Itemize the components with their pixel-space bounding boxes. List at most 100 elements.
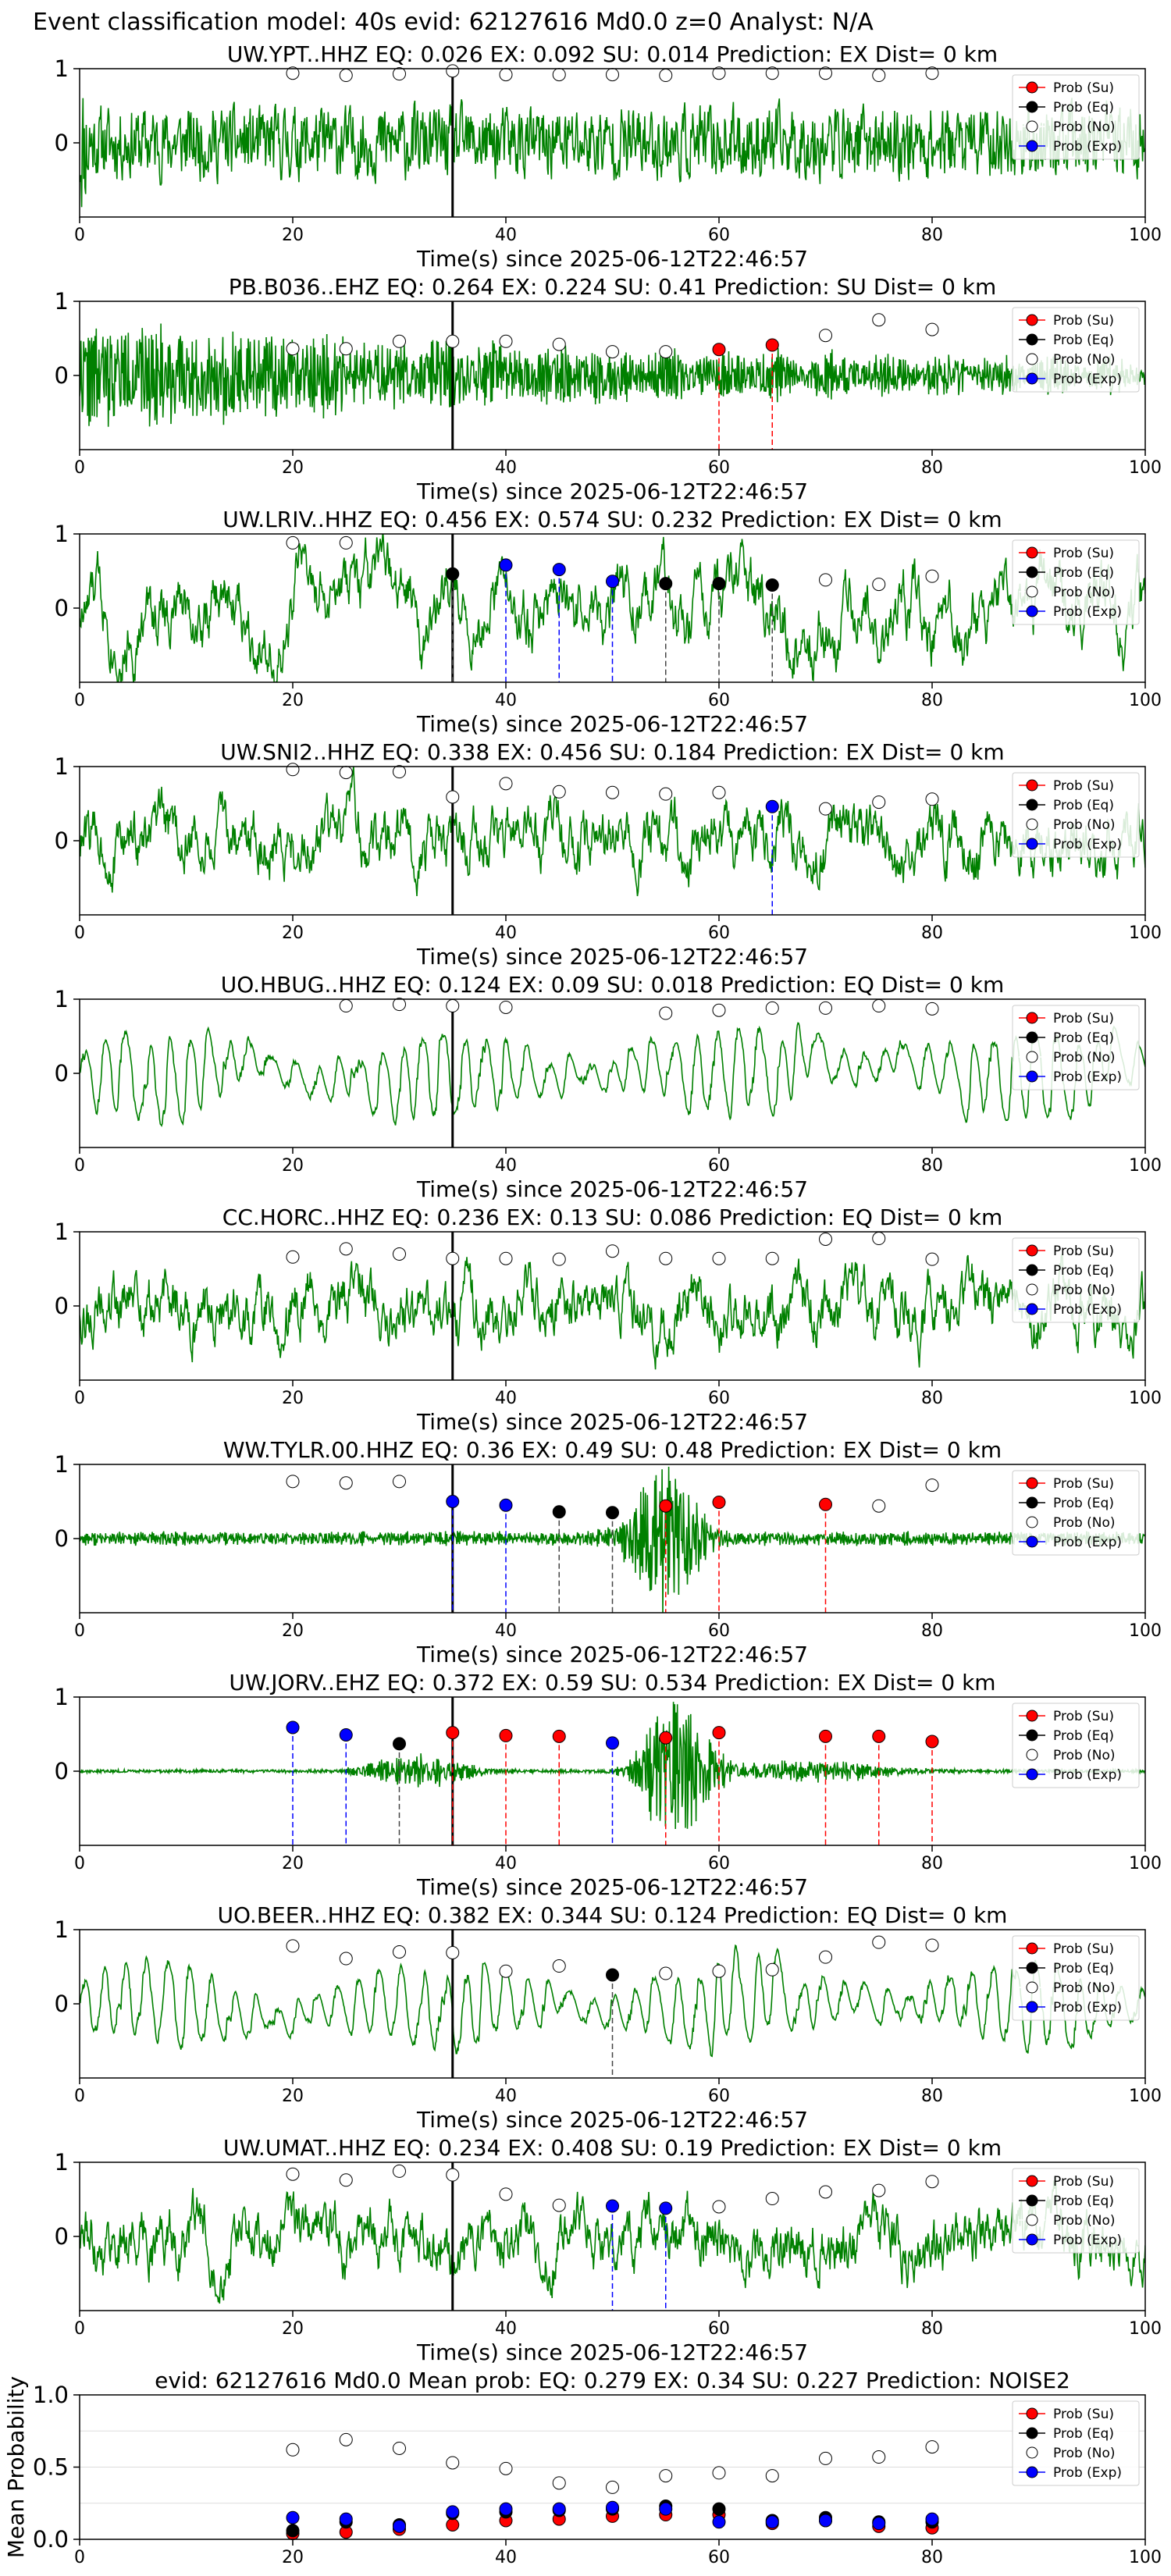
legend-label: Prob (No) — [1053, 2213, 1116, 2229]
prob-marker-no — [339, 69, 353, 83]
legend-marker — [1026, 1070, 1038, 1083]
prob-marker-su — [712, 1495, 726, 1509]
prob-marker-no — [286, 1939, 300, 1953]
x-tick-label: 20 — [282, 691, 304, 710]
x-axis-label: Time(s) since 2025-06-12T22:46:57 — [416, 479, 808, 504]
mean-prob-marker-exp — [765, 2515, 779, 2529]
x-tick-label: 0 — [74, 2548, 85, 2567]
legend-marker — [1026, 1012, 1038, 1024]
legend-label: Prob (Eq) — [1053, 798, 1114, 813]
legend-marker — [1026, 838, 1038, 850]
prob-marker-no — [606, 785, 619, 799]
prob-marker-exp — [606, 1736, 619, 1750]
x-tick-label: 100 — [1129, 226, 1162, 245]
legend-marker — [1026, 1981, 1038, 1994]
prob-marker-no — [446, 1945, 460, 1959]
legend-marker — [1026, 585, 1038, 598]
prob-marker-no — [925, 66, 939, 80]
y-tick-label: 0 — [55, 2223, 69, 2250]
prob-marker-no — [712, 1964, 726, 1978]
legend-marker — [1026, 2466, 1038, 2478]
x-tick-label: 60 — [708, 691, 730, 710]
mean-prob-marker-su — [446, 2518, 460, 2532]
x-axis-label: Time(s) since 2025-06-12T22:46:57 — [416, 246, 808, 272]
x-tick-label: 0 — [74, 2319, 85, 2339]
legend-label: Prob (No) — [1053, 1515, 1116, 1531]
x-tick-label: 0 — [74, 1621, 85, 1641]
legend-box — [1012, 1005, 1140, 1091]
x-tick-label: 0 — [74, 226, 85, 245]
x-tick-label: 100 — [1129, 2087, 1162, 2106]
x-tick-label: 20 — [282, 1854, 304, 1873]
prob-marker-no — [339, 1952, 353, 1966]
chart-panel: UO.BEER..HHZ EQ: 0.382 EX: 0.344 SU: 0.1… — [55, 1902, 1162, 2133]
legend-label: Prob (Eq) — [1053, 100, 1114, 116]
panel-title: UW.YPT..HHZ EQ: 0.026 EX: 0.092 SU: 0.01… — [227, 41, 998, 67]
chart-panel: UW.JORV..EHZ EQ: 0.372 EX: 0.59 SU: 0.53… — [55, 1670, 1162, 1900]
prob-marker-su — [819, 1497, 832, 1511]
prob-marker-no — [393, 765, 406, 779]
legend-label: Prob (Exp) — [1053, 1767, 1122, 1783]
chart-panel: UW.YPT..HHZ EQ: 0.026 EX: 0.092 SU: 0.01… — [55, 41, 1162, 272]
x-tick-label: 40 — [495, 226, 517, 245]
prob-marker-no — [286, 1475, 300, 1489]
prob-marker-no — [872, 795, 886, 809]
prob-marker-no — [446, 1251, 460, 1265]
x-tick-label: 80 — [921, 1854, 943, 1873]
prob-marker-su — [712, 1726, 726, 1740]
chart-panel: UW.LRIV..HHZ EQ: 0.456 EX: 0.574 SU: 0.2… — [55, 507, 1162, 737]
legend-marker — [1026, 101, 1038, 113]
prob-marker-no — [499, 334, 513, 348]
legend-label: Prob (Su) — [1053, 1011, 1114, 1026]
panel-title: WW.TYLR.00.HHZ EQ: 0.36 EX: 0.49 SU: 0.4… — [223, 1437, 1002, 1463]
legend-label: Prob (Exp) — [1053, 837, 1122, 852]
legend-marker — [1026, 120, 1038, 133]
legend-label: Prob (Exp) — [1053, 2233, 1122, 2248]
x-tick-label: 40 — [495, 691, 517, 710]
y-tick-label: 0 — [55, 1758, 69, 1784]
prob-marker-su — [872, 1729, 886, 1743]
chart-panel: UW.SNI2..HHZ EQ: 0.338 EX: 0.456 SU: 0.1… — [55, 739, 1162, 970]
legend-marker — [1026, 1535, 1038, 1548]
legend-label: Prob (Exp) — [1053, 1302, 1122, 1318]
y-tick-label: 0 — [55, 1293, 69, 1319]
prob-marker-exp — [659, 2201, 673, 2215]
x-tick-label: 80 — [921, 2548, 943, 2567]
prob-marker-no — [286, 1250, 300, 1264]
legend-label: Prob (Su) — [1053, 546, 1114, 561]
prob-marker-no — [872, 1499, 886, 1513]
legend-marker — [1026, 1942, 1038, 1955]
chart-panel: PB.B036..EHZ EQ: 0.264 EX: 0.224 SU: 0.4… — [55, 274, 1162, 504]
legend-label: Prob (Su) — [1053, 2174, 1114, 2190]
legend-box — [1012, 1703, 1140, 1788]
x-tick-label: 60 — [708, 1854, 730, 1873]
prob-marker-su — [925, 1735, 939, 1749]
prob-marker-no — [393, 1247, 406, 1261]
legend-marker — [1026, 1303, 1038, 1315]
legend-box — [1012, 307, 1140, 393]
panel-title: UW.JORV..EHZ EQ: 0.372 EX: 0.59 SU: 0.53… — [229, 1670, 995, 1695]
legend-label: Prob (Su) — [1053, 2407, 1114, 2422]
mean-prob-marker-no — [339, 2432, 353, 2446]
mean-prob-marker-exp — [659, 2502, 673, 2516]
prob-marker-no — [499, 1964, 513, 1978]
mean-prob-marker-no — [552, 2476, 566, 2490]
legend-label: Prob (Exp) — [1053, 2465, 1122, 2481]
x-tick-label: 40 — [495, 2319, 517, 2339]
waveform-trace — [80, 534, 1145, 682]
legend: Prob (Su) Prob (Eq) Prob (No) Prob (Exp) — [1012, 2400, 1140, 2486]
legend: Prob (Su) Prob (Eq) Prob (No) Prob (Exp) — [1012, 1237, 1140, 1323]
waveform-trace — [80, 767, 1145, 897]
x-tick-label: 20 — [282, 2548, 304, 2567]
legend-label: Prob (Eq) — [1053, 1496, 1114, 1511]
legend: Prob (Su) Prob (Eq) Prob (No) Prob (Exp) — [1012, 772, 1140, 858]
prob-marker-eq — [659, 577, 673, 591]
legend-label: Prob (Exp) — [1053, 604, 1122, 620]
x-tick-label: 80 — [921, 226, 943, 245]
legend-marker — [1026, 1244, 1038, 1257]
panel-title: UW.LRIV..HHZ EQ: 0.456 EX: 0.574 SU: 0.2… — [222, 507, 1002, 532]
legend-label: Prob (Eq) — [1053, 1263, 1114, 1279]
prob-marker-su — [659, 1731, 673, 1745]
y-tick-label: 0 — [55, 1991, 69, 2017]
mean-prob-marker-no — [659, 2469, 673, 2483]
